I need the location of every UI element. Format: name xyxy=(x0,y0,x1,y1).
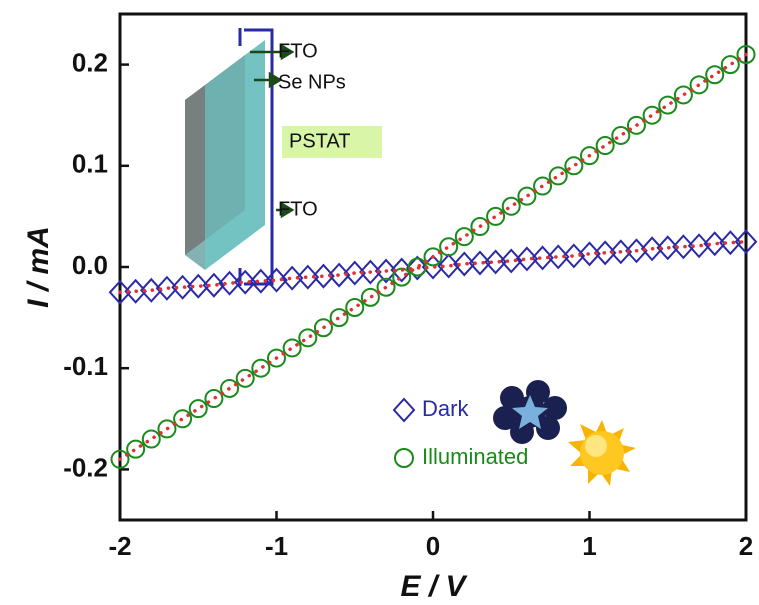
circle-marker xyxy=(284,339,301,356)
circle-marker xyxy=(550,167,567,184)
chart: FTO Se NPs PSTAT FTO -2 -1 0 1 2 -0.2 -0.1 0.0 0.1 0.… xyxy=(0,0,759,605)
legend-label: Dark xyxy=(422,396,469,421)
circle-marker xyxy=(659,97,676,114)
circle-marker xyxy=(237,370,254,387)
y-tick-label: 0.2 xyxy=(72,47,108,77)
circle-marker xyxy=(612,127,629,144)
circle-marker xyxy=(722,56,739,73)
circle-marker xyxy=(644,107,661,124)
y-tick-label: 0.0 xyxy=(72,250,108,280)
x-tick-label: 2 xyxy=(739,531,753,561)
sun-icon xyxy=(568,420,636,486)
x-tick-label: 1 xyxy=(582,531,596,561)
circle-marker xyxy=(299,329,316,346)
y-tick-label: -0.2 xyxy=(63,452,108,482)
y-tick-label: 0.1 xyxy=(72,149,108,179)
inset-label: FTO xyxy=(278,198,318,220)
circle-marker xyxy=(503,198,520,215)
circle-marker xyxy=(565,157,582,174)
circle-marker xyxy=(252,360,269,377)
circle-marker xyxy=(456,228,473,245)
legend-marker xyxy=(395,449,413,467)
circle-marker xyxy=(127,441,144,458)
device-inset xyxy=(185,28,382,286)
dark-icon xyxy=(493,380,567,444)
y-axis-label: I / mA xyxy=(22,226,55,308)
fto-layer xyxy=(205,40,265,270)
circle-marker xyxy=(143,431,160,448)
x-tick-label: -2 xyxy=(108,531,131,561)
inset-label: PSTAT xyxy=(289,130,350,152)
x-tick-label: -1 xyxy=(265,531,288,561)
circle-marker xyxy=(346,299,363,316)
inset-label: FTO xyxy=(278,40,318,62)
x-tick-label: 0 xyxy=(426,531,440,561)
layer-edge xyxy=(185,85,205,270)
circle-marker xyxy=(706,66,723,83)
circle-marker xyxy=(190,400,207,417)
y-tick-label: -0.1 xyxy=(63,351,108,381)
circle-marker xyxy=(440,238,457,255)
circle-marker xyxy=(597,137,614,154)
legend-label: Illuminated xyxy=(422,444,528,469)
x-axis-label: E / V xyxy=(400,570,468,603)
legend-marker xyxy=(394,399,414,421)
inset-label: Se NPs xyxy=(278,71,346,93)
